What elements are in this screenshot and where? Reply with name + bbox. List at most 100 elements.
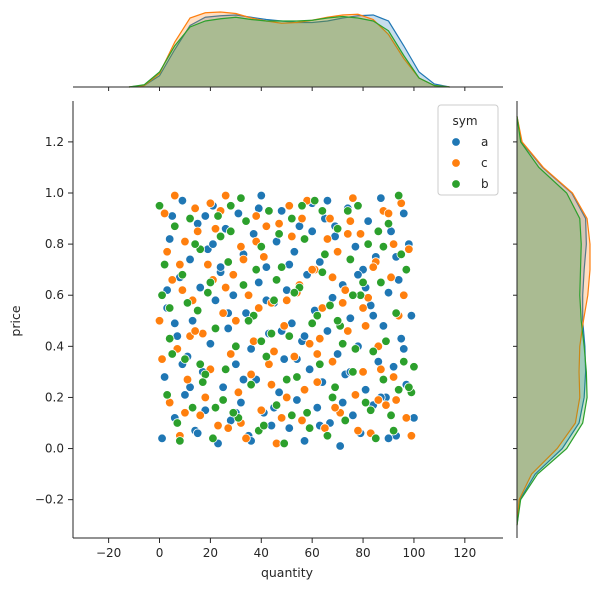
scatter-point-b: [388, 425, 399, 436]
scatter-point-b: [287, 213, 297, 224]
scatter-point-b: [276, 262, 287, 272]
scatter-point-b: [284, 331, 294, 341]
scatter-point-b: [192, 305, 203, 316]
scatter-point-c: [159, 208, 170, 219]
scatter-point-b: [378, 374, 389, 385]
scatter-point-c: [304, 339, 315, 349]
scatter-point-b: [241, 216, 251, 226]
scatter-point-b: [332, 316, 343, 326]
scatter-point-a: [378, 321, 389, 331]
scatter-point-c: [381, 400, 391, 410]
x-axis-label: quantity: [261, 565, 314, 580]
scatter-point-c: [373, 395, 384, 405]
scatter-point-c: [190, 326, 200, 336]
scatter-point-b: [266, 328, 277, 339]
scatter-point-c: [401, 413, 412, 423]
scatter-point-c: [200, 392, 211, 403]
scatter-point-c: [157, 354, 167, 364]
scatter-point-c: [220, 190, 231, 201]
scatter-point-a: [353, 270, 363, 280]
scatter-point-c: [343, 229, 353, 239]
scatter-point-b: [325, 300, 335, 311]
marginal-x-line-c: [128, 11, 450, 88]
scatter-point-c: [289, 351, 300, 362]
y-axis-ticks: −0.2 0.0 0.2 0.4 0.6 0.8 1.0 1.2: [35, 135, 73, 507]
scatter-point-c: [368, 262, 378, 272]
x-tick-label: −20: [96, 546, 121, 560]
scatter-point-c: [332, 247, 343, 257]
scatter-point-b: [386, 410, 396, 421]
scatter-point-b: [274, 229, 284, 239]
scatter-point-a: [299, 436, 310, 446]
scatter-points: [154, 190, 419, 451]
scatter-point-c: [312, 377, 322, 387]
scatter-point-a: [299, 331, 310, 341]
scatter-point-b: [310, 195, 320, 206]
scatter-point-b: [170, 221, 180, 231]
y-tick-label: 0.0: [45, 442, 64, 456]
scatter-point-a: [279, 354, 289, 364]
scatter-point-b: [320, 249, 330, 260]
y-tick-label: 0.8: [45, 237, 64, 251]
marginal-y-line-b: [516, 116, 588, 526]
scatter-point-b: [238, 280, 249, 290]
scatter-point-c: [297, 415, 307, 426]
scatter-point-c: [282, 392, 292, 403]
scatter-point-c: [348, 193, 358, 203]
scatter-point-b: [378, 241, 389, 252]
legend-title: sym: [452, 114, 477, 128]
scatter-point-b: [261, 351, 272, 362]
scatter-point-c: [254, 303, 264, 313]
legend-label-c: c: [481, 156, 488, 170]
marginal-y-ticks: [513, 141, 517, 501]
scatter-point-a: [233, 208, 244, 219]
scatter-point-b: [185, 213, 195, 224]
marginal-y-fill-a: [517, 116, 587, 526]
scatter-point-c: [386, 272, 396, 283]
legend-label-a: a: [481, 135, 488, 149]
marginal-x-kde: [128, 11, 450, 88]
scatter-point-a: [399, 344, 409, 354]
marginal-x-line-a: [128, 14, 450, 88]
scatter-point-c: [205, 198, 216, 208]
scatter-point-a: [187, 316, 198, 326]
scatter-point-b: [154, 201, 165, 211]
scatter-point-b: [264, 206, 274, 216]
scatter-point-a: [396, 333, 406, 344]
scatter-point-b: [157, 290, 167, 300]
scatter-point-b: [332, 224, 343, 234]
x-tick-label: 120: [453, 546, 476, 560]
scatter-point-c: [274, 218, 284, 229]
scatter-point-a: [338, 397, 348, 408]
scatter-point-c: [241, 433, 251, 444]
scatter-point-b: [256, 241, 266, 252]
scatter-point-a: [228, 290, 238, 300]
y-tick-label: 1.0: [45, 186, 64, 200]
scatter-point-b: [256, 336, 266, 346]
scatter-point-c: [343, 326, 353, 336]
scatter-point-b: [180, 354, 190, 364]
scatter-point-b: [317, 206, 328, 216]
legend-frame: [437, 104, 499, 196]
scatter-point-a: [254, 277, 264, 288]
scatter-point-b: [317, 267, 328, 277]
scatter-point-c: [259, 252, 269, 262]
y-axis-label: price: [8, 305, 23, 336]
scatter-point-b: [338, 339, 348, 349]
scatter-point-b: [172, 418, 183, 428]
scatter-point-b: [391, 308, 401, 318]
scatter-point-c: [261, 221, 272, 231]
scatter-point-c: [233, 387, 244, 398]
scatter-point-b: [376, 277, 386, 288]
scatter-point-b: [322, 431, 333, 441]
scatter-point-a: [368, 310, 378, 321]
scatter-point-c: [170, 190, 180, 201]
scatter-point-c: [190, 203, 200, 214]
scatter-point-a: [238, 374, 249, 385]
scatter-point-b: [304, 423, 315, 433]
scatter-point-b: [330, 382, 340, 392]
scatter-point-b: [307, 318, 317, 329]
legend-marker-b: [451, 179, 461, 189]
scatter-point-b: [348, 367, 358, 377]
scatter-point-b: [218, 395, 228, 405]
